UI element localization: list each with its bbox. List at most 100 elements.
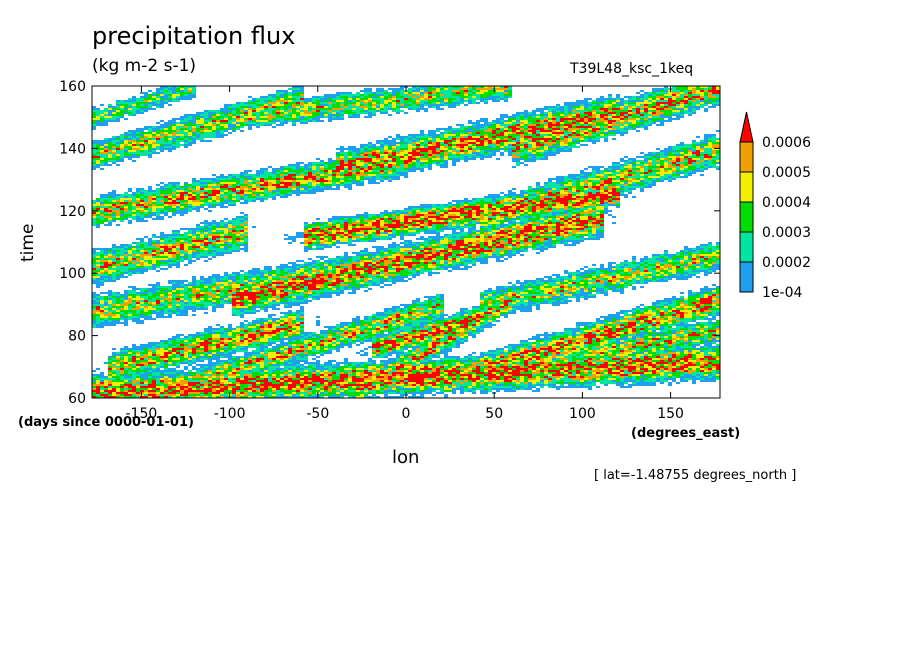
precip-cell xyxy=(676,160,680,162)
precip-cell xyxy=(560,144,568,146)
precip-cell xyxy=(552,136,556,138)
precip-cell xyxy=(128,188,132,190)
precip-cell xyxy=(564,190,568,192)
precip-cell xyxy=(588,140,600,142)
precip-cell xyxy=(560,232,564,234)
precip-cell xyxy=(548,126,552,128)
precip-cell xyxy=(628,192,632,194)
precip-cell xyxy=(356,98,360,100)
precip-cell xyxy=(292,112,300,114)
precip-cell xyxy=(452,240,456,242)
precip-cell xyxy=(524,194,528,196)
precip-cell xyxy=(152,206,164,208)
precip-cell xyxy=(392,218,396,220)
precip-cell xyxy=(268,176,272,178)
precip-cell xyxy=(672,106,676,108)
precip-cell xyxy=(568,188,572,190)
precip-cell xyxy=(372,104,376,106)
precip-cell xyxy=(668,154,676,156)
precip-cell xyxy=(340,182,344,184)
precip-cell xyxy=(552,208,556,210)
precip-cell xyxy=(576,118,580,120)
precip-cell xyxy=(484,100,488,102)
precip-cell xyxy=(212,228,216,230)
precip-cell xyxy=(204,194,208,196)
precip-cell xyxy=(612,128,616,130)
precip-cell xyxy=(376,232,380,234)
precip-cell xyxy=(424,222,428,224)
precip-cell xyxy=(240,108,244,110)
precip-cell xyxy=(572,234,576,236)
precip-cell xyxy=(116,136,120,138)
precip-cell xyxy=(320,102,328,104)
precip-cell xyxy=(416,110,420,112)
precip-cell xyxy=(596,184,600,186)
precip-cell xyxy=(576,126,592,128)
precip-cell xyxy=(460,102,464,104)
precip-cell xyxy=(656,152,660,154)
precip-cell xyxy=(96,154,108,156)
precip-cell xyxy=(120,244,128,246)
precip-cell xyxy=(280,174,284,176)
precip-cell xyxy=(404,232,408,234)
precip-cell xyxy=(332,232,336,234)
precip-cell xyxy=(200,134,216,136)
precip-cell xyxy=(360,104,364,106)
precip-cell xyxy=(544,244,552,246)
precip-cell xyxy=(524,234,528,236)
precip-cell xyxy=(236,242,244,244)
precip-cell xyxy=(352,182,364,184)
precip-cell xyxy=(256,172,264,174)
precip-cell xyxy=(272,168,284,170)
precip-cell xyxy=(544,190,548,192)
precip-cell xyxy=(228,184,232,186)
precip-cell xyxy=(136,138,140,140)
precip-cell xyxy=(468,92,472,94)
precip-cell xyxy=(112,162,116,164)
precip-cell xyxy=(116,160,124,162)
precip-cell xyxy=(176,200,180,202)
precip-cell xyxy=(340,184,344,186)
precip-cell xyxy=(448,216,460,218)
precip-cell xyxy=(700,100,704,102)
precip-cell xyxy=(228,124,236,126)
precip-cell xyxy=(660,122,664,124)
precip-cell xyxy=(516,222,520,224)
precip-cell xyxy=(364,170,368,172)
precip-cell xyxy=(516,242,520,244)
precip-cell xyxy=(364,116,372,118)
precip-cell xyxy=(328,164,336,166)
precip-cell xyxy=(588,202,592,204)
precip-cell xyxy=(200,234,204,236)
precip-cell xyxy=(692,154,696,156)
precip-cell xyxy=(316,104,320,106)
precip-cell xyxy=(152,152,160,154)
precip-cell xyxy=(640,108,644,110)
precip-cell xyxy=(340,226,344,228)
precip-cell xyxy=(252,190,256,192)
precip-cell xyxy=(96,152,100,154)
precip-cell xyxy=(608,166,620,168)
precip-cell xyxy=(524,142,528,144)
precip-cell xyxy=(580,106,584,108)
precip-cell xyxy=(496,122,504,124)
precip-cell xyxy=(712,92,720,94)
precip-cell xyxy=(504,200,508,202)
precip-cell xyxy=(672,108,676,110)
precip-cell xyxy=(436,106,440,108)
precip-cell xyxy=(288,92,292,94)
precip-cell xyxy=(564,136,568,138)
precip-cell xyxy=(564,124,572,126)
precip-cell xyxy=(588,118,596,120)
precip-cell xyxy=(564,122,572,124)
precip-cell xyxy=(712,158,720,160)
precip-cell xyxy=(176,140,184,142)
precip-cell xyxy=(688,96,692,98)
precip-cell xyxy=(668,92,672,94)
precip-cell xyxy=(160,100,164,102)
precip-cell xyxy=(652,120,656,122)
precip-cell xyxy=(132,108,140,110)
precip-cell xyxy=(468,232,472,234)
precip-cell xyxy=(636,98,640,100)
precip-cell xyxy=(428,226,432,228)
